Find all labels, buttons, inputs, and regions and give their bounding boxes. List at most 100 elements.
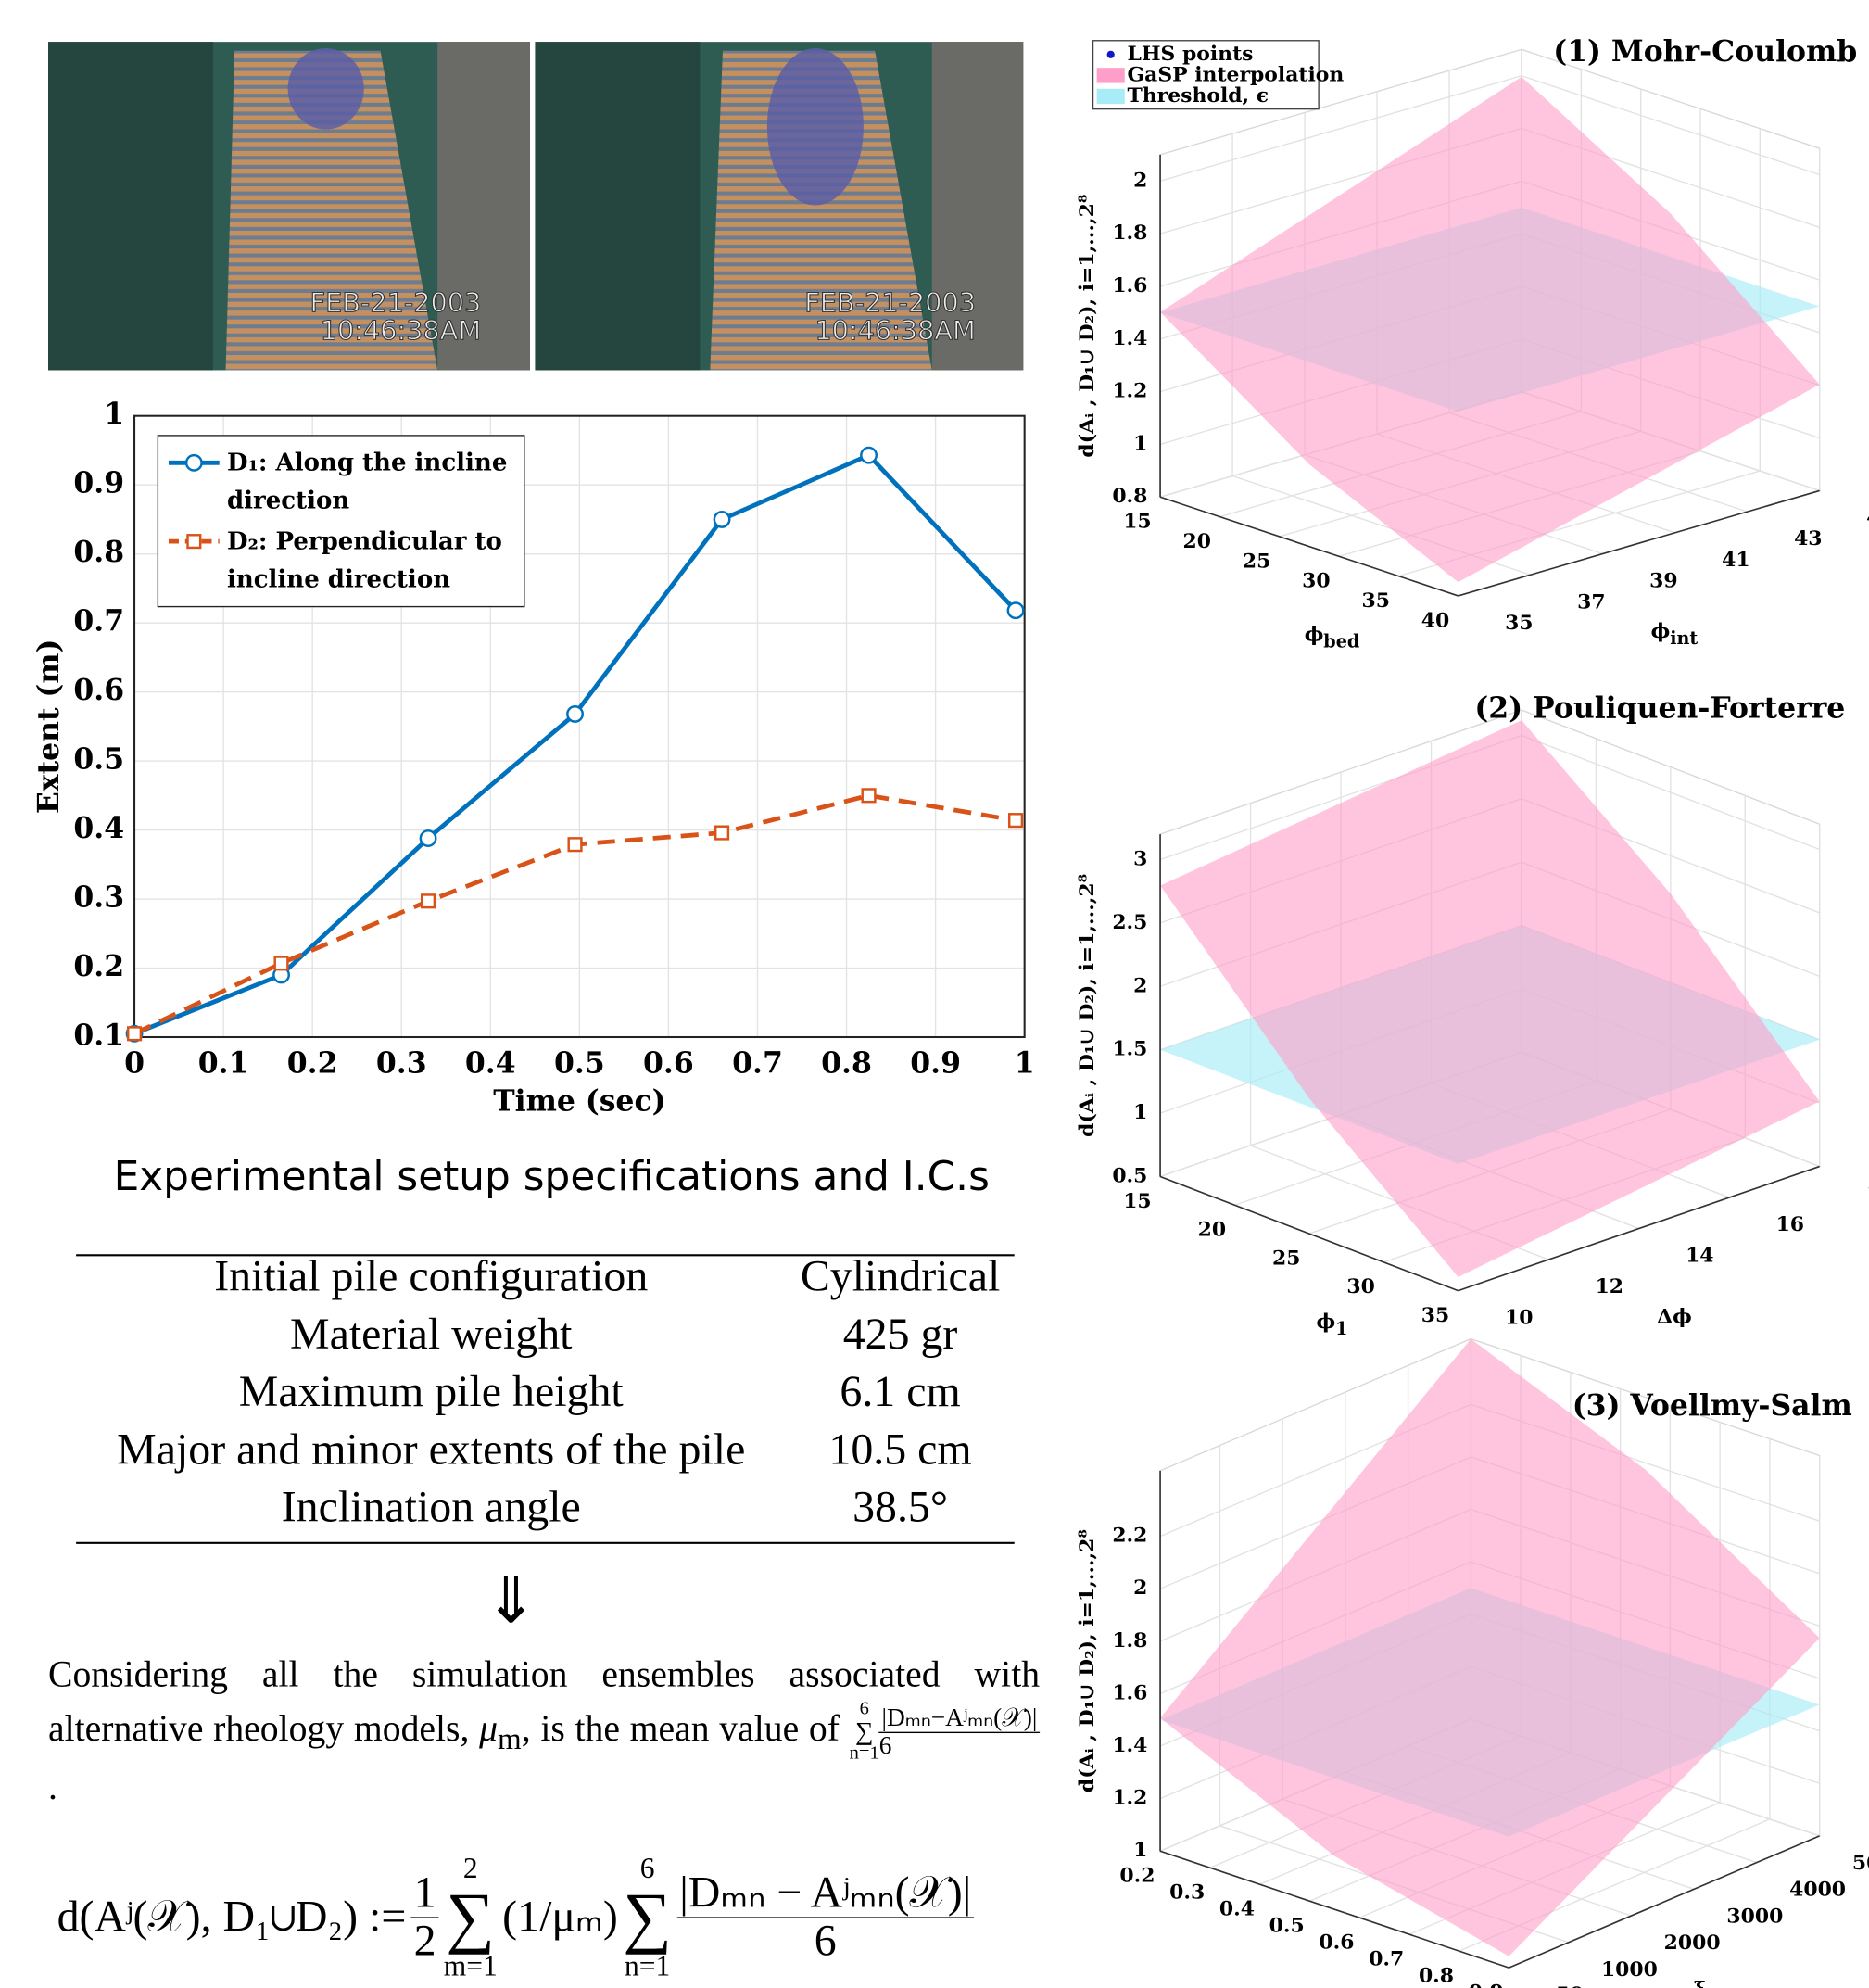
y-tick-label: 0.9	[73, 466, 124, 500]
marker	[419, 829, 437, 847]
z-tick-label: 1.6	[1112, 1680, 1147, 1704]
legend-patch	[1096, 88, 1125, 105]
formula-lhs: d(Aʲ(𝒳), D₁∪D₂) :=	[57, 1892, 407, 1942]
table-title: Experimental setup specifications and I.…	[114, 1153, 990, 1200]
sum-lower: n=1	[849, 1742, 879, 1764]
x-tick-label: 0.8	[1419, 1963, 1454, 1987]
x-tick-label: 15	[1123, 510, 1151, 534]
axis-line	[1159, 496, 1459, 597]
denominator: 6	[878, 1730, 892, 1760]
timestamp-date: FEB-21-2003	[804, 286, 976, 318]
photo-pile	[766, 47, 864, 206]
legend-marker	[184, 453, 203, 472]
y-tick-label: 12	[1596, 1274, 1623, 1298]
y-tick-label: 0.2	[73, 949, 124, 983]
x-axis-label-symbol: μ	[1350, 1985, 1365, 1988]
y-tick-label: 39	[1649, 569, 1677, 593]
legend-label: D₂: Perpendicular to incline direction	[226, 527, 502, 594]
y-axis-label: ξ	[1694, 1978, 1706, 1988]
legend-marker	[1106, 50, 1115, 58]
legend-label: Threshold, ϵ	[1127, 83, 1269, 108]
table-cell: Maximum pile height	[239, 1367, 625, 1416]
z-tick-label: 2.5	[1112, 910, 1147, 934]
timestamp-time: 10:46:38AM	[321, 314, 481, 346]
x-tick-label: 25	[1272, 1246, 1300, 1270]
x-axis-label: ϕ1	[1317, 1310, 1348, 1339]
denominator: 6	[814, 1915, 837, 1965]
z-tick-label: 1.4	[1112, 326, 1147, 350]
x-axis-label-symbol: ϕ	[1317, 1310, 1336, 1334]
marker	[566, 705, 584, 723]
y-tick-label: 0.7	[73, 604, 124, 639]
y-tick-label: 0.5	[73, 742, 124, 777]
y-tick-label: 10	[1505, 1306, 1533, 1330]
sum-upper: 6	[859, 1699, 869, 1719]
legend-label: GaSP interpolation	[1127, 62, 1344, 86]
denominator: 2	[413, 1915, 436, 1965]
y-axis-label: Extent (m)	[32, 639, 66, 815]
x-tick-label: 15	[1123, 1189, 1151, 1213]
surface-chart: 1 1.2 1.4 1.6 1.8 2 2.2 0.2 0.3 0.4 0.5 0.6 0.7 0.8 0.…	[1075, 1337, 1869, 1988]
y-tick-label: 45	[1866, 506, 1869, 530]
z-tick-label: 1	[1133, 1838, 1147, 1862]
y-tick-label: 4000	[1789, 1878, 1846, 1902]
paragraph: Considering all the simulation ensembles…	[47, 1651, 1041, 1814]
table-cell: 6.1 cm	[840, 1367, 960, 1416]
marker	[567, 837, 583, 853]
legend-marker	[186, 534, 202, 550]
sum: 6 ∑ n=1	[850, 1700, 879, 1763]
z-tick-label: 1.2	[1112, 379, 1147, 403]
x-tick-label: 0.9	[1469, 1980, 1504, 1988]
axis-line	[1458, 489, 1820, 597]
x-tick-label: 0.8	[821, 1046, 872, 1081]
table-cell: 10.5 cm	[828, 1425, 971, 1474]
y-tick-label: 14	[1686, 1244, 1713, 1268]
z-tick-label: 1.5	[1112, 1037, 1147, 1061]
sum-upper: 6	[639, 1852, 655, 1884]
x-tick-label: 0	[124, 1046, 145, 1081]
sum-symbol: ∑	[854, 1717, 874, 1746]
table-cell: Inclination angle	[282, 1483, 581, 1532]
x-tick-label: 20	[1183, 529, 1211, 553]
text: Considering all the simulation ensembles…	[47, 1654, 1041, 1750]
legend: D₁: Along the incline direction D₂: Perpe…	[157, 435, 525, 608]
x-tick-label: 1	[1015, 1046, 1035, 1081]
legend-swatch	[168, 534, 220, 550]
axis-line	[1159, 1850, 1509, 1969]
x-axis-label: μ	[1350, 1985, 1365, 1988]
arrow: ⇓	[485, 1565, 537, 1636]
z-tick-label: 1.8	[1112, 1628, 1147, 1652]
y-tick-label: 0.3	[73, 880, 124, 915]
legend-patch	[1096, 68, 1125, 83]
marker	[860, 446, 878, 464]
legend-label: LHS points	[1127, 42, 1253, 66]
axes-frame	[133, 414, 1026, 1039]
z-axis-label: d(Aᵢ , D₁∪ D₂), i=1,...,2⁸	[1075, 1529, 1099, 1792]
x-tick-label: 0.2	[287, 1046, 338, 1081]
marker	[126, 1026, 143, 1042]
y-axis-label: Δϕ	[1657, 1304, 1692, 1328]
y-tick-label: 0.8	[73, 535, 124, 569]
y-tick-label: 0.6	[73, 673, 124, 707]
x-tick-label: 0.5	[1269, 1914, 1305, 1938]
y-tick-label: 0.1	[73, 1019, 124, 1053]
x-tick-label: 0.5	[554, 1046, 605, 1081]
axis-line	[1159, 1175, 1459, 1292]
z-tick-label: 1	[1133, 1100, 1147, 1124]
symbol-sub: m	[498, 1722, 522, 1757]
numerator: 1	[410, 1868, 439, 1918]
x-tick-label: 0.3	[1169, 1880, 1205, 1905]
marker	[713, 510, 731, 528]
z-tick-label: 2.2	[1112, 1524, 1147, 1548]
y-axis-label-symbol: ξ	[1694, 1978, 1706, 1988]
x-tick-label: 20	[1198, 1218, 1226, 1242]
text: , is the mean value of	[521, 1708, 840, 1750]
fraction: |Dₘₙ−Aʲₘₙ(𝒳)| 6	[878, 1704, 1041, 1760]
marker	[273, 956, 289, 971]
sum-lower: n=1	[625, 1949, 671, 1982]
x-tick-label: 0.9	[910, 1046, 961, 1081]
marker	[714, 825, 730, 841]
y-axis-label-symbol: ϕ	[1651, 619, 1671, 643]
